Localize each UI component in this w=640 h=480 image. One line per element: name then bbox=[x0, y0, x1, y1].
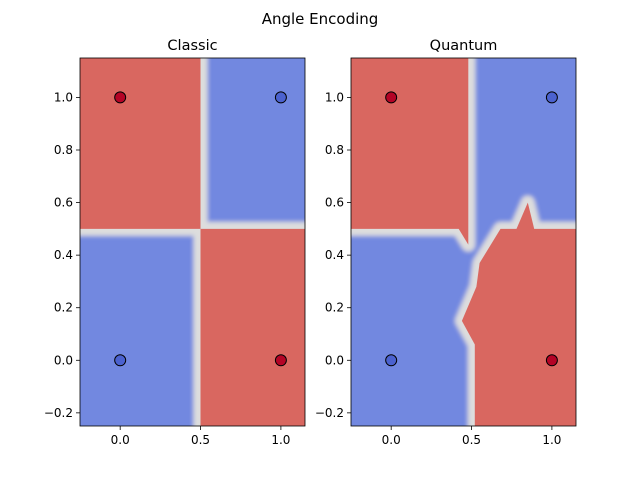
point-red bbox=[114, 91, 127, 104]
y-tick-label: 0.6 bbox=[54, 196, 73, 210]
subplot-quantum: 0.0 0.5 1.0 −0.2 0.0 0.2 0.4 0.6 0.8 1.0 Quantum bbox=[315, 38, 577, 447]
plot-area bbox=[80, 58, 305, 426]
y-tick-label: 0.0 bbox=[54, 353, 73, 367]
point-blue bbox=[274, 91, 287, 104]
x-tick-label: 1.0 bbox=[542, 433, 561, 447]
point-blue bbox=[385, 354, 398, 367]
region-red-core bbox=[461, 202, 576, 426]
region-red-core bbox=[200, 228, 305, 426]
axes-frame bbox=[79, 57, 306, 427]
y-tick-label: 0.2 bbox=[54, 301, 73, 315]
plot-area bbox=[351, 58, 576, 426]
subplot-title: Classic bbox=[167, 38, 217, 54]
y-tick-label: 0.8 bbox=[54, 143, 73, 157]
region-red-core bbox=[351, 58, 469, 245]
y-tick-label: 1.0 bbox=[325, 90, 344, 104]
axes-frame bbox=[350, 57, 577, 427]
y-tick-label: −0.2 bbox=[315, 406, 344, 420]
y-tick-label: −0.2 bbox=[44, 406, 73, 420]
x-tick-label: 0.0 bbox=[382, 433, 401, 447]
y-tick-label: 1.0 bbox=[54, 90, 73, 104]
x-tick-label: 1.0 bbox=[271, 433, 290, 447]
x-tick-label: 0.5 bbox=[462, 433, 481, 447]
y-tick-label: 0.4 bbox=[54, 248, 73, 262]
point-red bbox=[545, 354, 558, 367]
x-tick-label: 0.0 bbox=[111, 433, 130, 447]
y-tick-label: 0.6 bbox=[325, 196, 344, 210]
y-tick-label: 0.0 bbox=[325, 353, 344, 367]
figure-suptitle: Angle Encoding bbox=[262, 10, 379, 28]
point-red bbox=[274, 354, 287, 367]
subplot-title: Quantum bbox=[430, 38, 498, 54]
y-tick-label: 0.2 bbox=[325, 301, 344, 315]
y-tick-label: 0.4 bbox=[325, 248, 344, 262]
point-blue bbox=[545, 91, 558, 104]
point-blue bbox=[114, 354, 127, 367]
subplot-classic: 0.0 0.5 1.0 −0.2 0.0 0.2 0.4 0.6 0.8 1.0 Classic bbox=[44, 38, 306, 447]
y-tick-label: 0.8 bbox=[325, 143, 344, 157]
point-red bbox=[385, 91, 398, 104]
x-tick-label: 0.5 bbox=[191, 433, 210, 447]
region-red-core bbox=[80, 58, 201, 229]
